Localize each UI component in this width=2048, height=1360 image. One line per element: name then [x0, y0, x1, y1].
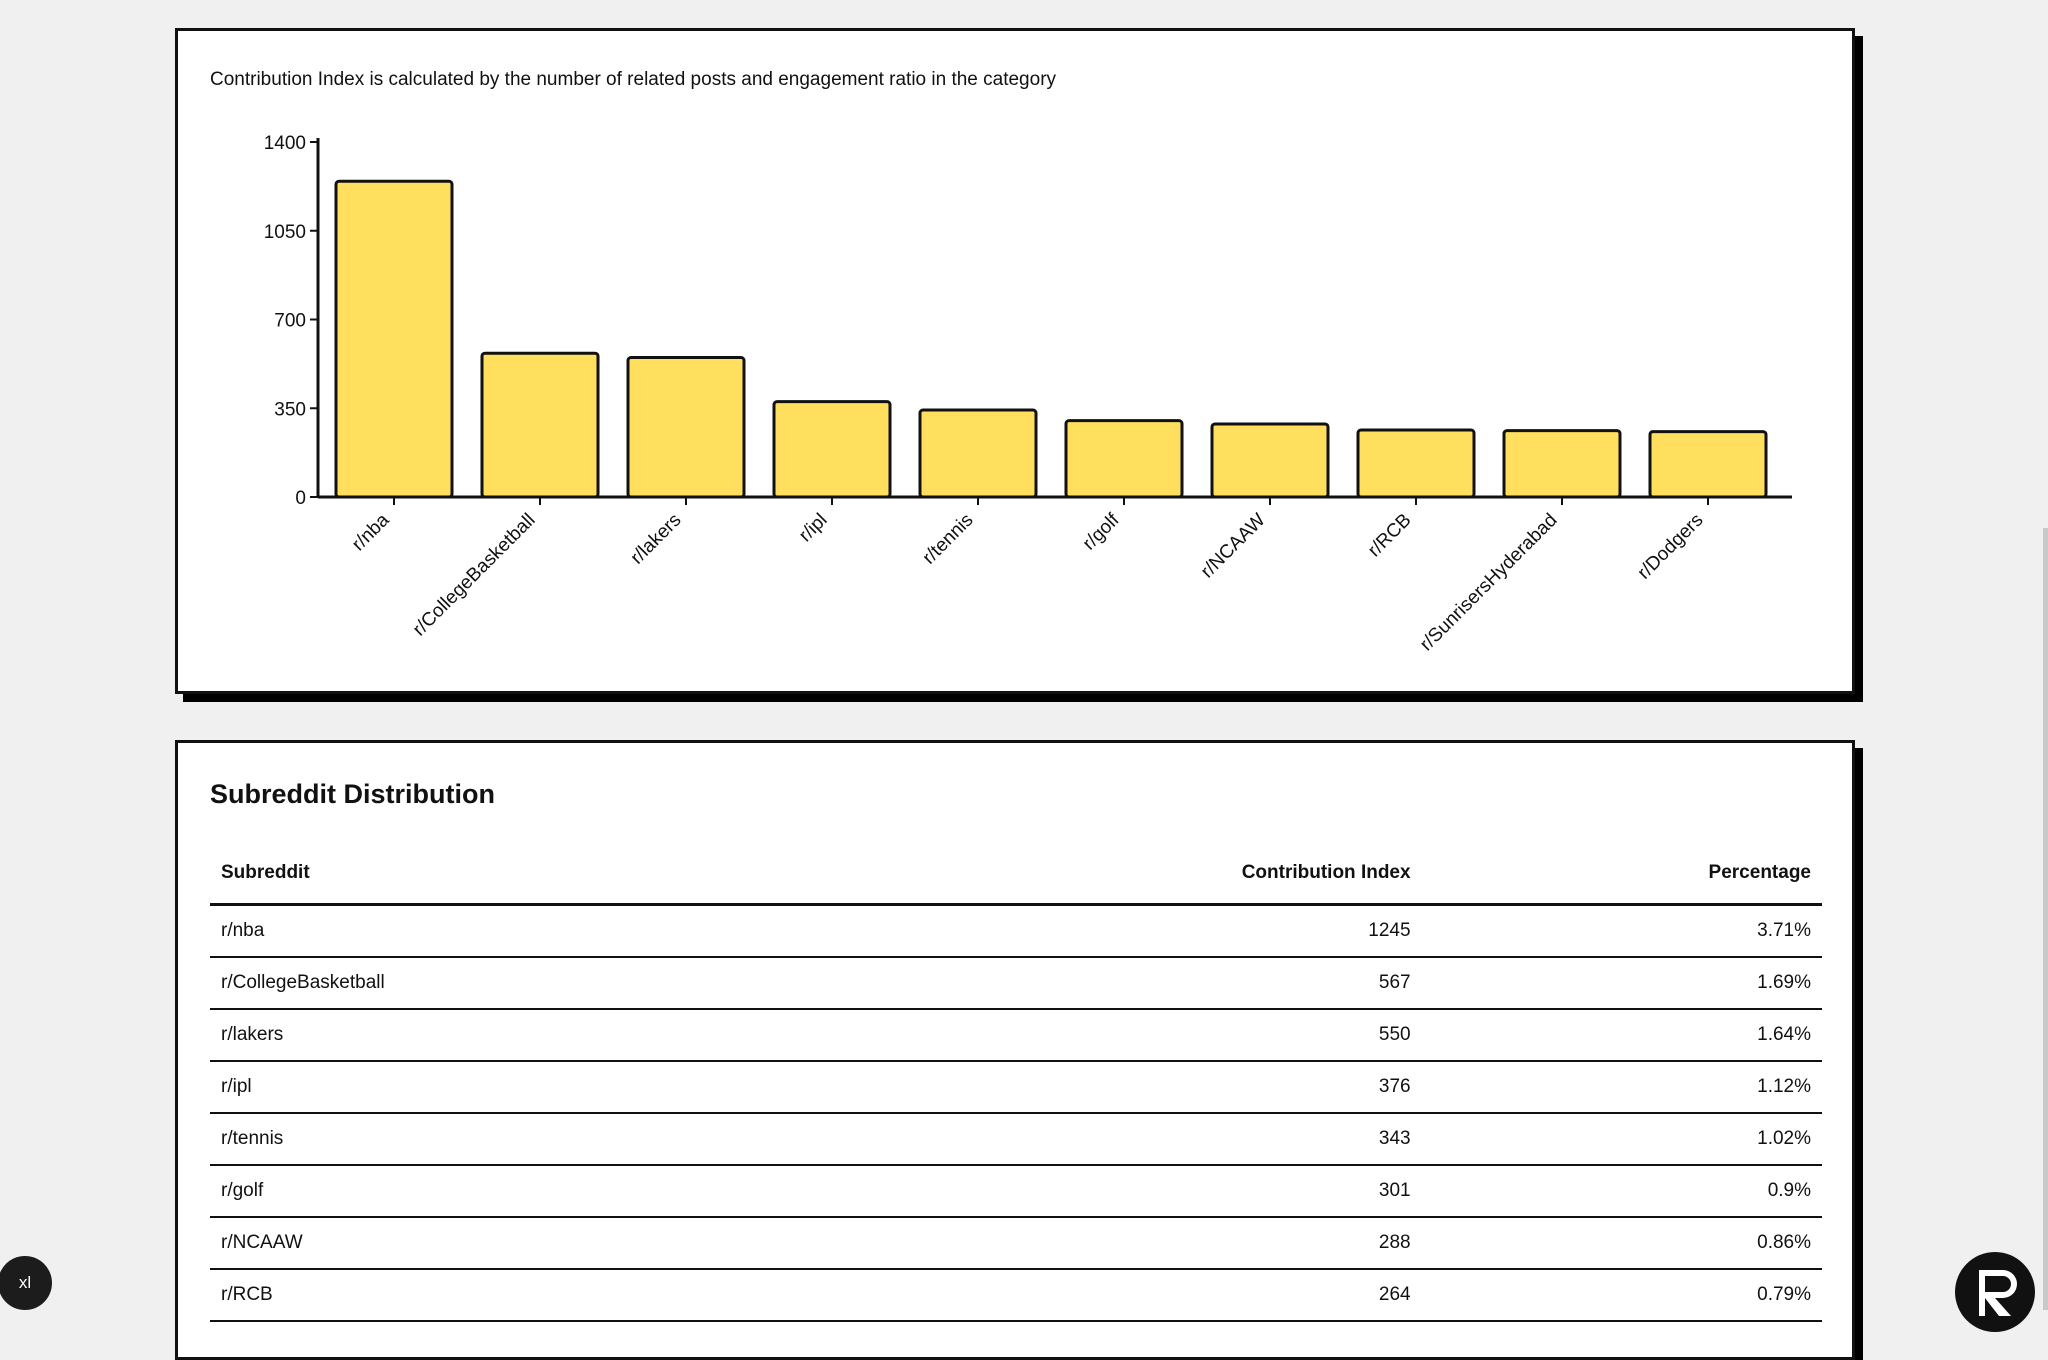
header-percentage: Percentage — [1421, 843, 1822, 906]
cell-contribution-index: 301 — [807, 1165, 1422, 1218]
cell-percentage: 1.02% — [1421, 1113, 1822, 1166]
x-tick-label: r/CollegeBasketball — [409, 510, 540, 641]
table-row: r/CollegeBasketball 567 1.69% — [210, 957, 1822, 1010]
breakpoint-badge: xl — [0, 1256, 52, 1310]
cell-contribution-index: 567 — [807, 957, 1422, 1010]
cell-percentage: 1.12% — [1421, 1061, 1822, 1114]
bar — [772, 400, 892, 499]
x-tick-label: r/tennis — [919, 510, 978, 569]
table-title: Subreddit Distribution — [210, 779, 495, 809]
cell-percentage: 0.79% — [1421, 1269, 1822, 1322]
x-tick-label: r/SunrisersHyderabad — [1416, 510, 1562, 656]
table-row: r/nba 1245 3.71% — [210, 904, 1822, 958]
scrollbar[interactable] — [2043, 528, 2048, 1310]
cell-contribution-index: 288 — [807, 1217, 1422, 1270]
cell-percentage: 1.64% — [1421, 1009, 1822, 1062]
contribution-bar-chart: 0 350 700 1050 1400 r/nba r/CollegeBasketball r… — [264, 133, 1792, 656]
distribution-table: Subreddit Contribution Index Percentage … — [210, 843, 1822, 1322]
bar — [626, 356, 746, 499]
cell-contribution-index: 376 — [807, 1061, 1422, 1114]
cell-subreddit: r/nba — [210, 904, 808, 958]
cell-subreddit: r/RCB — [210, 1269, 808, 1322]
x-tick-label: r/NCAAW — [1197, 510, 1270, 583]
table-row: r/NCAAW 288 0.86% — [210, 1217, 1822, 1270]
bar — [1210, 422, 1330, 499]
table-row: r/RCB 264 0.79% — [210, 1269, 1822, 1322]
x-tick-label: r/Dodgers — [1634, 510, 1708, 584]
bar — [918, 408, 1038, 499]
chart-note: Contribution Index is calculated by the … — [210, 69, 1057, 90]
cell-contribution-index: 550 — [807, 1009, 1422, 1062]
header-subreddit: Subreddit — [210, 843, 808, 906]
cell-subreddit: r/NCAAW — [210, 1217, 808, 1270]
cell-subreddit: r/CollegeBasketball — [210, 957, 808, 1010]
subreddit-distribution-card: Subreddit Distribution Subreddit Contrib… — [175, 740, 1855, 1360]
cell-percentage: 0.9% — [1421, 1165, 1822, 1218]
cell-subreddit: r/golf — [210, 1165, 808, 1218]
x-tick-label: r/golf — [1079, 509, 1124, 554]
bar — [1648, 430, 1768, 499]
bar — [1064, 419, 1184, 499]
header-contribution-index: Contribution Index — [807, 843, 1422, 906]
bar — [334, 179, 454, 499]
y-tick-label: 0 — [295, 488, 306, 509]
table-header-row: Subreddit Contribution Index Percentage — [210, 843, 1822, 906]
cell-contribution-index: 343 — [807, 1113, 1422, 1166]
table-row: r/tennis 343 1.02% — [210, 1113, 1822, 1166]
bar — [1356, 428, 1476, 499]
bar — [1502, 429, 1622, 499]
y-tick-label: 700 — [274, 311, 306, 332]
cell-contribution-index: 264 — [807, 1269, 1422, 1322]
brand-logo-icon[interactable] — [1955, 1252, 2035, 1332]
cell-subreddit: r/ipl — [210, 1061, 808, 1114]
table-row: r/ipl 376 1.12% — [210, 1061, 1822, 1114]
x-tick-label: r/nba — [348, 509, 394, 555]
table-row: r/lakers 550 1.64% — [210, 1009, 1822, 1062]
y-tick-label: 1050 — [264, 222, 306, 243]
cell-subreddit: r/lakers — [210, 1009, 808, 1062]
y-tick-label: 350 — [274, 399, 306, 420]
table-row: r/golf 301 0.9% — [210, 1165, 1822, 1218]
cell-subreddit: r/tennis — [210, 1113, 808, 1166]
x-tick-label: r/lakers — [627, 510, 686, 569]
x-tick-label: r/ipl — [795, 510, 832, 547]
y-tick-label: 1400 — [264, 133, 306, 154]
bar — [480, 351, 600, 499]
cell-percentage: 3.71% — [1421, 904, 1822, 958]
contribution-chart-card: Contribution Index is calculated by the … — [175, 28, 1855, 694]
cell-percentage: 0.86% — [1421, 1217, 1822, 1270]
x-tick-label: r/RCB — [1364, 510, 1415, 561]
cell-contribution-index: 1245 — [807, 904, 1422, 958]
cell-percentage: 1.69% — [1421, 957, 1822, 1010]
